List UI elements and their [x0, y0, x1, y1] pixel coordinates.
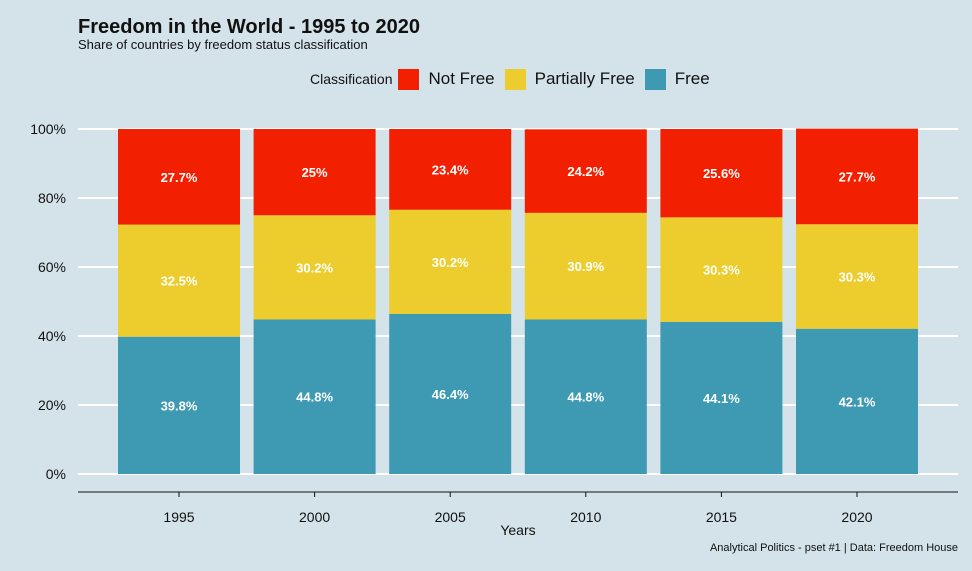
data-label: 24.2%	[567, 164, 604, 179]
bar-segment	[796, 128, 918, 225]
bar-segment	[389, 209, 512, 314]
legend-item-partially-free: Partially Free	[504, 68, 635, 90]
legend-item-not-free: Not Free	[398, 68, 495, 90]
bar-segment	[118, 336, 240, 474]
bar-segment	[253, 215, 376, 320]
data-label: 32.5%	[161, 274, 198, 289]
data-label: 30.3%	[703, 263, 740, 278]
bar-segment	[253, 319, 376, 474]
data-label: 42.1%	[839, 394, 876, 409]
y-tick-label: 80%	[38, 190, 66, 206]
legend-label-partially-free: Partially Free	[534, 69, 635, 88]
data-label: 44.8%	[296, 390, 333, 405]
legend-title: Classification	[310, 71, 393, 87]
legend-label-not-free: Not Free	[428, 69, 495, 88]
bar-segment	[660, 217, 783, 322]
data-label: 25%	[302, 165, 328, 180]
x-tick-label: 2020	[841, 509, 872, 525]
x-tick-label: 2010	[570, 509, 601, 525]
x-tick-label: 1995	[163, 509, 194, 525]
bar-segment	[524, 212, 647, 320]
bar-segment	[660, 129, 783, 218]
bar-segment	[796, 224, 918, 329]
data-label: 44.8%	[567, 390, 604, 405]
data-label: 46.4%	[432, 387, 469, 402]
bar-segment	[389, 313, 512, 474]
legend: Classification Not Free Partially Free F…	[310, 66, 720, 92]
chart-caption: Analytical Politics - pset #1 | Data: Fr…	[709, 542, 958, 554]
data-label: 27.7%	[161, 170, 198, 185]
data-label: 27.7%	[839, 169, 876, 184]
data-label: 23.4%	[432, 162, 469, 177]
bar-segment	[253, 129, 376, 216]
bar-segment	[389, 129, 512, 210]
bar-segment	[796, 328, 918, 474]
data-label: 25.6%	[703, 166, 740, 181]
bar-segment	[118, 224, 240, 337]
bar-segment	[118, 129, 240, 225]
legend-swatch-partially-free	[504, 68, 526, 90]
x-axis-title: Years	[500, 522, 535, 538]
bar-segment	[660, 321, 783, 474]
chart-subtitle: Share of countries by freedom status cla…	[78, 37, 368, 52]
data-label: 30.2%	[432, 255, 469, 270]
legend-swatch-not-free	[398, 68, 420, 90]
x-tick-label: 2015	[706, 509, 737, 525]
y-tick-label: 40%	[38, 328, 66, 344]
y-tick-label: 60%	[38, 259, 66, 275]
y-tick-label: 20%	[38, 397, 66, 413]
data-label: 30.3%	[839, 269, 876, 284]
y-tick-label: 100%	[30, 121, 66, 137]
data-label: 30.9%	[567, 259, 604, 274]
bar-segment	[524, 319, 647, 474]
data-label: 39.8%	[161, 398, 198, 413]
y-tick-label: 0%	[46, 466, 66, 482]
chart-title: Freedom in the World - 1995 to 2020	[78, 16, 420, 38]
legend-label-free: Free	[674, 69, 710, 88]
legend-item-free: Free	[644, 68, 710, 90]
bar-segment	[524, 129, 647, 213]
data-label: 44.1%	[703, 391, 740, 406]
x-tick-label: 2000	[299, 509, 330, 525]
legend-swatch-free	[644, 68, 666, 90]
x-tick-label: 2005	[435, 509, 466, 525]
data-label: 30.2%	[296, 260, 333, 275]
